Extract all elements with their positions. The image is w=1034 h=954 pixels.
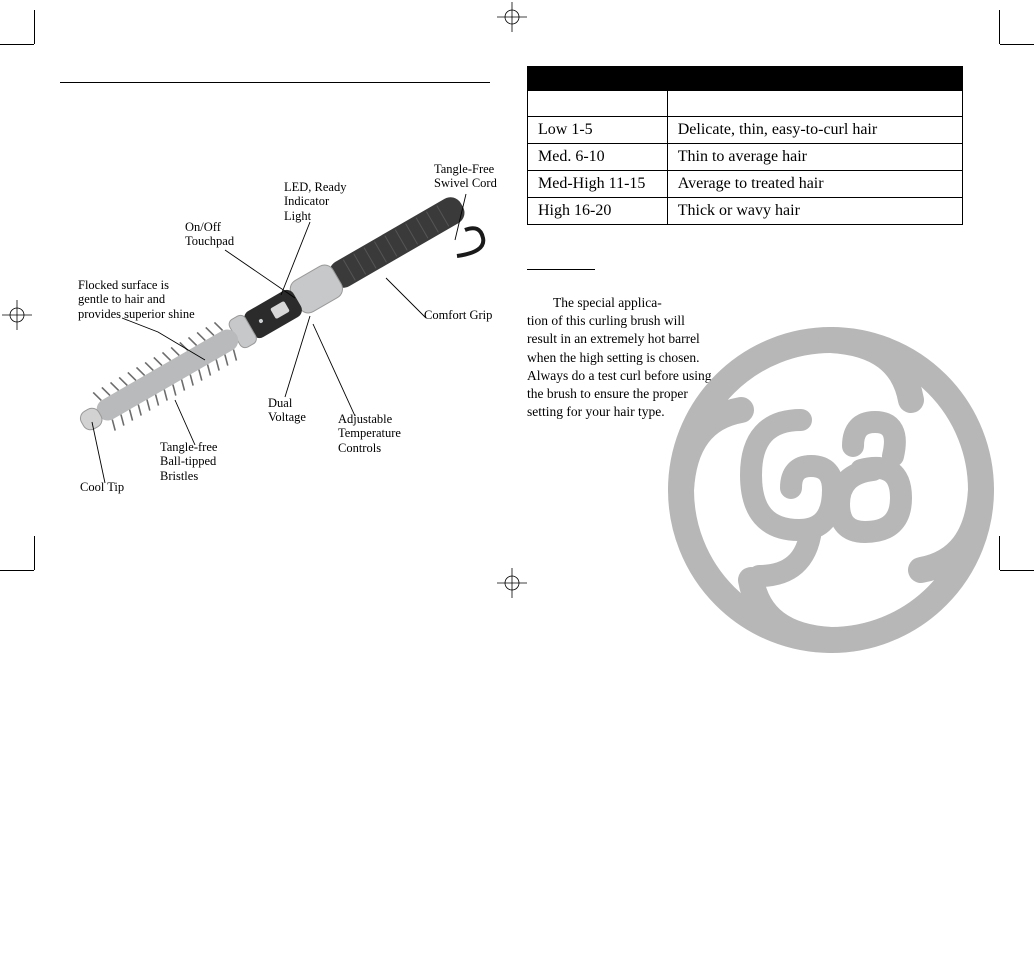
crop-mark	[34, 536, 35, 570]
callout-cool-tip: Cool Tip	[80, 480, 124, 494]
callout-led: LED, ReadyIndicatorLight	[284, 180, 346, 223]
page-rule	[60, 82, 490, 83]
right-page: Low 1-5Delicate, thin, easy-to-curl hair…	[527, 60, 977, 570]
crop-mark	[1000, 44, 1034, 45]
left-page: Tangle-FreeSwivel Cord LED, ReadyIndicat…	[60, 60, 510, 570]
hair-cell: Thick or wavy hair	[667, 198, 962, 225]
callout-bristles: Tangle-freeBall-tippedBristles	[160, 440, 217, 483]
crop-mark	[0, 570, 34, 571]
setting-cell: Med-High 11-15	[528, 171, 668, 198]
callout-dual-voltage: DualVoltage	[268, 396, 306, 425]
table-row: Low 1-5Delicate, thin, easy-to-curl hair	[528, 117, 963, 144]
callout-grip: Comfort Grip	[424, 308, 492, 322]
callout-temp-controls: AdjustableTemperatureControls	[338, 412, 401, 455]
registration-mark	[2, 300, 32, 335]
crop-mark	[1000, 570, 1034, 571]
hair-cell: Average to treated hair	[667, 171, 962, 198]
hair-cell: Thin to average hair	[667, 144, 962, 171]
setting-cell: High 16-20	[528, 198, 668, 225]
crop-mark	[0, 44, 34, 45]
product-diagram: Tangle-FreeSwivel Cord LED, ReadyIndicat…	[60, 100, 510, 520]
hair-cell: Delicate, thin, easy-to-curl hair	[667, 117, 962, 144]
crop-mark	[999, 10, 1000, 44]
ge-logo-icon	[661, 320, 1001, 665]
table-row: High 16-20Thick or wavy hair	[528, 198, 963, 225]
table-row: Med. 6-10Thin to average hair	[528, 144, 963, 171]
crop-mark	[34, 10, 35, 44]
table-row: Med-High 11-15Average to treated hair	[528, 171, 963, 198]
callout-flocked: Flocked surface isgentle to hair andprov…	[78, 278, 195, 321]
callout-swivel-cord: Tangle-FreeSwivel Cord	[434, 162, 497, 191]
setting-cell: Med. 6-10	[528, 144, 668, 171]
registration-mark	[497, 2, 527, 37]
callout-touchpad: On/OffTouchpad	[185, 220, 234, 249]
caution-rule	[527, 269, 595, 270]
heat-settings-table: Low 1-5Delicate, thin, easy-to-curl hair…	[527, 66, 963, 225]
setting-cell: Low 1-5	[528, 117, 668, 144]
registration-mark	[497, 568, 527, 603]
